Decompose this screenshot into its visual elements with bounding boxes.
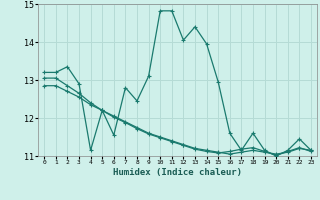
X-axis label: Humidex (Indice chaleur): Humidex (Indice chaleur) bbox=[113, 168, 242, 177]
